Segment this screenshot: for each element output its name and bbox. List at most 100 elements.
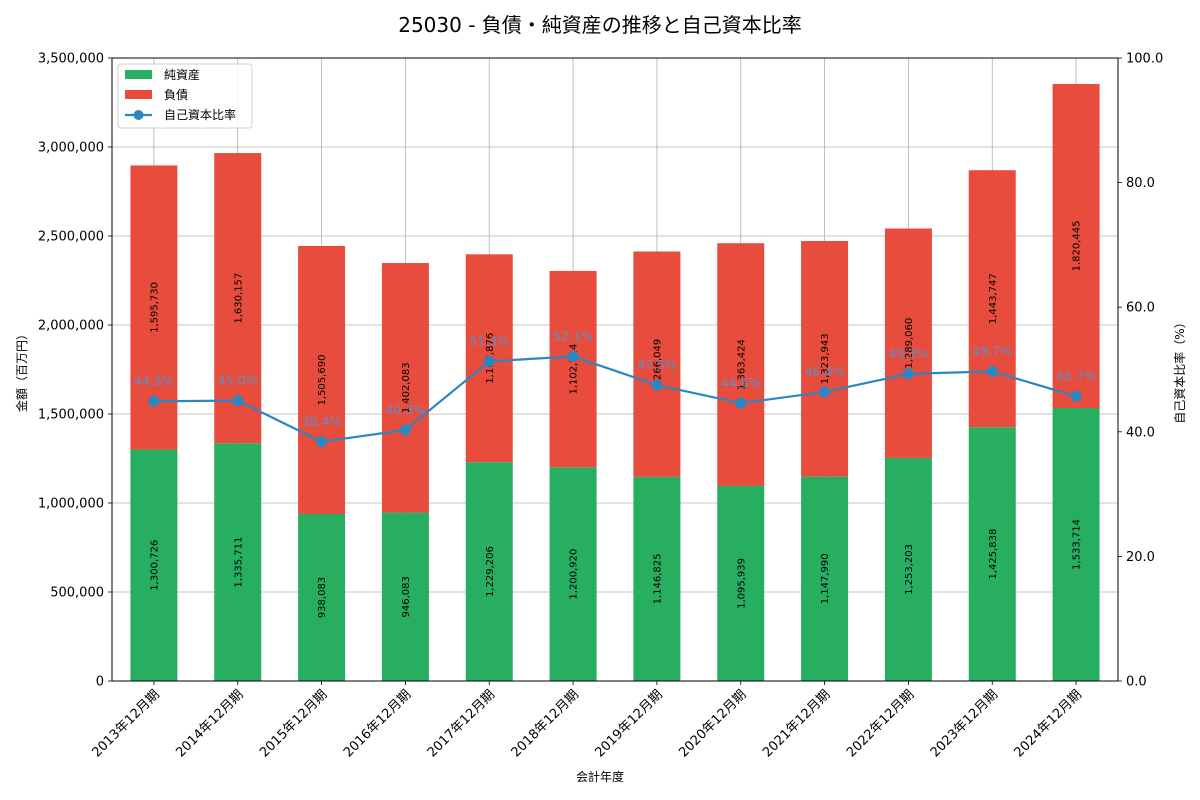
x-tick-label: 2023年12月期 [928,687,1001,760]
y-right-tick-label: 0.0 [1126,675,1147,690]
liability-value-label: 1,443,747 [988,273,999,324]
y-tick-label: 2,500,000 [38,230,104,245]
liability-bar [968,170,1016,428]
equity-value-label: 938,083 [317,577,328,618]
y-right-tick-label: 40.0 [1126,425,1155,440]
y-right-tick-label: 80.0 [1126,176,1155,191]
x-tick-label: 2019年12月期 [592,687,665,760]
legend-label-ratio: 自己資本比率 [164,107,236,122]
ratio-value-label: 45.7% [1056,368,1096,383]
liability-value-label: 1,289,060 [904,318,915,369]
equity-bar [130,449,178,681]
x-tick-label: 2021年12月期 [760,687,833,760]
y-right-tick-label: 60.0 [1126,301,1155,316]
equity-value-label: 1,147,990 [820,553,831,604]
legend-marker-ratio [133,110,144,120]
legend-swatch-liability [125,90,152,99]
equity-bar [214,443,262,681]
equity-bar [801,476,849,681]
ratio-line: 44.9% 45.0% 38.4% 40.3% 51.3% 52.1% 47.5% 44.6%… [134,328,1096,448]
liability-value-label: 1,402,083 [401,362,412,413]
x-tick-label: 2016年12月期 [341,687,414,760]
liability-value-label: 1,323,943 [820,333,831,384]
liability-value-label: 1,266,049 [652,339,663,390]
equity-value-label: 1,533,714 [1072,519,1083,570]
ratio-value-label: 46.4% [805,364,845,379]
ratio-point [483,355,495,367]
legend-box [117,63,253,129]
x-axis-label: 会計年度 [576,769,624,784]
equity-bar [1052,407,1100,681]
equity-value-label: 1,253,203 [904,544,915,595]
liability-value-label: 1,630,157 [233,273,244,324]
liability-bar [884,228,932,458]
legend-label-liability: 負債 [164,87,188,102]
ratio-point [567,350,579,362]
equity-bar [549,467,597,681]
equity-bar [968,427,1016,681]
x-tick-label: 2020年12月期 [676,687,749,760]
x-tick-label: 2018年12月期 [509,687,582,760]
liability-value-label: 1,102,714 [569,344,580,395]
x-tick-label: 2015年12月期 [257,687,330,760]
ratio-value-label: 49.3% [889,346,929,361]
liability-bar [1052,83,1100,408]
y-tick-label: 1,000,000 [38,497,104,512]
x-tick-label: 2014年12月期 [173,687,246,760]
y-right-tick-label: 100.0 [1126,52,1163,67]
ratio-value-label: 38.4% [302,414,342,429]
equity-bar [465,462,513,681]
ratio-value-label: 49.7% [972,343,1012,358]
equity-bar [717,485,765,681]
ratio-value-label: 40.3% [386,402,426,417]
y-tick-label: 3,000,000 [38,141,104,156]
y-tick-label: 0 [96,675,104,690]
ratio-value-label: 45.0% [218,373,258,388]
equity-bar [633,476,681,681]
x-tick-label: 2017年12月期 [425,687,498,760]
bars [130,83,1100,681]
liability-bar [214,153,262,444]
legend-swatch-equity [125,70,152,79]
y-tick-label: 1,500,000 [38,408,104,423]
chart-title: 25030 - 負債・純資産の推移と自己資本比率 [398,13,802,37]
ratio-value-label: 47.5% [637,357,677,372]
ratio-point [316,436,328,448]
bar-labels: 1,300,726 1,595,730 1,335,711 1,630,157 938,… [149,221,1082,619]
grid [112,57,1118,682]
x-tick-label: 2022年12月期 [844,687,917,760]
legend-label-equity: 純資産 [164,67,200,82]
ratio-value-label: 44.6% [721,375,761,390]
ratio-point [651,379,663,391]
ratio-polyline [153,355,1077,443]
liability-bar [549,270,597,468]
x-tick-label: 2013年12月期 [89,687,162,760]
equity-bar [884,457,932,681]
ratio-point [902,368,914,380]
equity-bar [298,514,346,681]
equity-value-label: 1,335,711 [233,537,244,588]
ratio-point [819,386,831,398]
liability-value-label: 1,820,445 [1072,221,1083,272]
y-right-axis-label: 自己資本比率（%） [1172,316,1187,423]
liability-bar [633,251,681,477]
liability-value-label: 1,505,690 [317,355,328,406]
y-axis-label: 金額（百万円） [14,328,29,412]
liability-bar [298,246,346,515]
ratio-point [986,365,998,377]
y-right-tick-label: 20.0 [1126,550,1155,565]
equity-value-label: 1,200,920 [569,549,580,600]
y-tick-label: 2,000,000 [38,319,104,334]
liability-bar [801,240,849,477]
ratio-value-label: 52.1% [553,328,593,343]
equity-bar [381,512,429,681]
ratio-value-label: 44.9% [134,373,174,388]
ratio-point [399,424,411,436]
equity-value-label: 1,425,838 [988,529,999,580]
ratio-point [232,395,244,407]
equity-value-label: 946,083 [401,576,412,617]
equity-value-label: 1,095,939 [736,558,747,609]
equity-value-label: 1,146,825 [652,553,663,604]
